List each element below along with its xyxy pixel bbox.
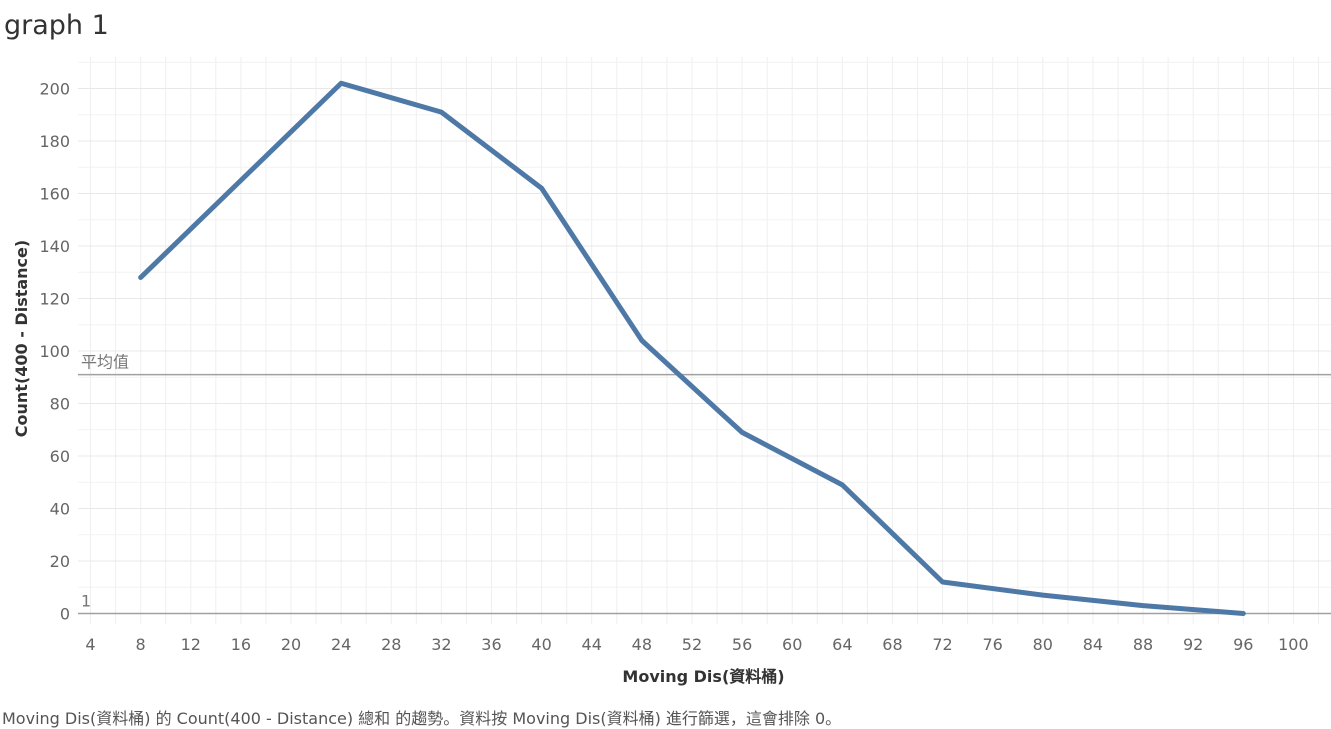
- x-tick-label: 64: [832, 635, 852, 654]
- series-line: [138, 80, 1246, 616]
- x-tick-label: 76: [983, 635, 1003, 654]
- y-tick-label: 20: [50, 552, 70, 571]
- data-point: [539, 186, 544, 191]
- gridlines: [78, 57, 1331, 624]
- y-tick-label: 180: [39, 132, 70, 151]
- x-tick-label: 32: [431, 635, 451, 654]
- chart-title: graph 1: [4, 10, 109, 41]
- data-point: [940, 579, 945, 585]
- x-axis-ticks: 4 8 12 16 20 24 28 32 36 40 44 48 52 56 60 64 68 72 76 80 84…: [85, 635, 1308, 654]
- x-tick-label: 92: [1183, 635, 1203, 654]
- x-tick-label: 20: [281, 635, 301, 654]
- x-tick-label: 88: [1133, 635, 1153, 654]
- x-tick-label: 96: [1233, 635, 1253, 654]
- data-point: [338, 81, 344, 86]
- chart-caption: Moving Dis(資料桶) 的 Count(400 - Distance) …: [2, 709, 842, 728]
- x-tick-label: 44: [582, 635, 602, 654]
- data-point: [439, 109, 444, 115]
- reference-lines: 平均值 1: [78, 353, 1331, 615]
- data-point: [138, 275, 143, 280]
- reference-line-label: 1: [81, 592, 91, 611]
- x-tick-label: 40: [531, 635, 551, 654]
- y-tick-label: 100: [39, 342, 70, 361]
- data-point: [1040, 592, 1046, 598]
- y-tick-label: 120: [39, 290, 70, 309]
- series-group: [138, 80, 1246, 616]
- x-tick-label: 24: [331, 635, 351, 654]
- y-tick-label: 200: [39, 80, 70, 99]
- y-tick-label: 160: [39, 185, 70, 204]
- x-tick-label: 36: [481, 635, 501, 654]
- y-tick-label: 80: [50, 395, 70, 414]
- data-point: [1140, 603, 1146, 608]
- x-tick-label: 48: [632, 635, 652, 654]
- x-tick-label: 16: [231, 635, 251, 654]
- x-tick-label: 8: [136, 635, 146, 654]
- x-tick-label: 52: [682, 635, 702, 654]
- data-point: [639, 338, 645, 343]
- x-tick-label: 4: [85, 635, 95, 654]
- x-tick-label: 28: [381, 635, 401, 654]
- x-tick-label: 56: [732, 635, 752, 654]
- data-point: [1241, 611, 1246, 616]
- y-axis-ticks: 0 20 40 60 80 100 120 140 160 180 200: [39, 80, 70, 624]
- data-point: [238, 178, 244, 183]
- x-tick-label: 80: [1033, 635, 1053, 654]
- y-axis-label: Count(400 - Distance): [12, 240, 31, 437]
- data-point: [739, 430, 745, 435]
- x-tick-label: 100: [1278, 635, 1309, 654]
- y-tick-label: 40: [50, 500, 70, 519]
- y-tick-label: 60: [50, 447, 70, 466]
- data-point: [840, 482, 845, 488]
- x-tick-label: 84: [1083, 635, 1103, 654]
- y-tick-label: 140: [39, 237, 70, 256]
- reference-line-label: 平均值: [81, 353, 129, 372]
- x-axis-label: Moving Dis(資料桶): [622, 667, 784, 686]
- x-tick-label: 68: [882, 635, 902, 654]
- y-tick-label: 0: [60, 605, 70, 624]
- x-tick-label: 72: [932, 635, 952, 654]
- x-tick-label: 12: [181, 635, 201, 654]
- x-tick-label: 60: [782, 635, 802, 654]
